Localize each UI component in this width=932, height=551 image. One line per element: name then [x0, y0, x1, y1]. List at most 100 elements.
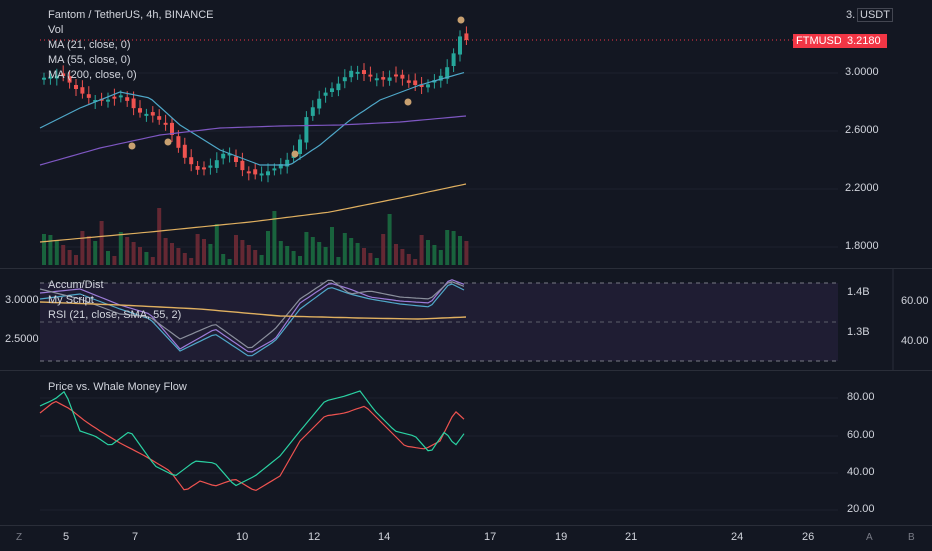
volume-bar — [336, 257, 341, 265]
candle-body — [406, 80, 411, 83]
volume-bar — [106, 251, 110, 265]
candle-body — [374, 78, 379, 81]
candle-body — [227, 153, 232, 156]
legend-whale-flow[interactable]: Price vs. Whale Money Flow — [48, 381, 187, 393]
volume-bar — [394, 244, 398, 265]
volume-bar — [451, 231, 456, 265]
signal-dot — [164, 138, 172, 146]
candle-body — [48, 76, 53, 79]
volume-bar — [253, 250, 258, 265]
volume-bar — [374, 258, 379, 265]
legend-rsi[interactable]: RSI (21, close, SMA, 55, 2) — [48, 309, 182, 321]
symbol-title[interactable]: Fantom / TetherUS, 4h, BINANCE — [48, 9, 214, 21]
signal-dot — [128, 142, 136, 150]
volume-bar — [80, 231, 85, 265]
volume-bar — [406, 254, 411, 265]
flow-tick: 60.00 — [847, 429, 875, 441]
volume-bar — [355, 243, 360, 265]
candle-body — [438, 75, 443, 81]
candle-body — [368, 74, 373, 77]
currency-selector[interactable]: USDT — [857, 8, 893, 22]
candle-body — [342, 77, 347, 82]
candle-body — [387, 77, 392, 81]
oscillator-pane[interactable]: Accum/Dist My Script RSI (21, close, SMA… — [0, 268, 932, 371]
time-label: 17 — [484, 531, 497, 543]
candle-body — [189, 157, 194, 165]
scale-mode-button[interactable]: B — [908, 532, 915, 543]
time-label: 7 — [132, 531, 139, 543]
legend-ma200[interactable]: MA (200, close, 0) — [48, 69, 137, 81]
volume-bar — [330, 227, 334, 265]
flow-tick: 80.00 — [847, 391, 875, 403]
candle-body — [208, 165, 213, 168]
legend-my-script[interactable]: My Script — [48, 294, 94, 306]
candle-body — [93, 100, 98, 102]
candle-body — [266, 171, 270, 176]
candle-body — [272, 168, 277, 171]
whale-flow-pane[interactable]: Price vs. Whale Money Flow 80.00 60.00 4… — [0, 370, 932, 526]
signal-dot — [291, 150, 299, 158]
price-tick: 2.2000 — [845, 182, 879, 194]
legend-accum-dist[interactable]: Accum/Dist — [48, 279, 104, 291]
ma21-line — [39, 72, 465, 166]
volume-bar — [445, 230, 450, 265]
volume-bar — [291, 251, 296, 265]
candle-body — [138, 108, 142, 113]
candle-body — [400, 74, 405, 79]
price-chart-pane[interactable]: Fantom / TetherUS, 4h, BINANCE Vol MA (2… — [0, 0, 932, 268]
candle-body — [234, 156, 238, 162]
price-legend: Fantom / TetherUS, 4h, BINANCE Vol MA (2… — [48, 8, 213, 83]
legend-ma21[interactable]: MA (21, close, 0) — [48, 39, 131, 51]
price-flow-line — [39, 400, 465, 492]
volume-bar — [176, 248, 181, 265]
candle-body — [163, 122, 168, 125]
candle-body — [426, 84, 430, 88]
legend-vol[interactable]: Vol — [48, 24, 64, 36]
volume-bar — [310, 237, 315, 265]
volume-bar — [266, 231, 270, 265]
candle-body — [221, 153, 226, 159]
whale-flow-chart[interactable] — [0, 371, 932, 526]
volume-bar — [240, 240, 245, 265]
legend-ma55[interactable]: MA (55, close, 0) — [48, 54, 131, 66]
candle-body — [349, 70, 354, 78]
time-label: 10 — [236, 531, 249, 543]
price-axis-top-partial: 3. — [846, 9, 856, 21]
candle-body — [253, 169, 258, 175]
rsi-line — [39, 279, 465, 349]
time-axis[interactable]: Z 5 7 10 12 14 17 19 21 24 26 A B — [0, 525, 932, 551]
rsi-tick: 40.00 — [901, 335, 929, 347]
zoom-button[interactable]: Z — [16, 532, 23, 543]
last-price-tag: 3.2180 — [841, 34, 887, 48]
auto-scale-button[interactable]: A — [866, 532, 873, 543]
volume-bar — [381, 234, 386, 265]
candle-body — [170, 122, 174, 135]
price-tick: 2.6000 — [845, 124, 879, 136]
volume-bar — [157, 208, 162, 265]
time-label: 5 — [63, 531, 70, 543]
volume-bar — [432, 245, 437, 265]
candle-body — [323, 92, 328, 96]
volume-bar — [202, 239, 206, 265]
volume-bar — [234, 235, 238, 265]
candle-body — [310, 107, 315, 116]
ma200-line — [39, 183, 467, 243]
volume-bar — [349, 238, 354, 265]
candle-body — [144, 113, 149, 116]
candle-body — [445, 67, 450, 79]
flow-tick: 40.00 — [847, 466, 875, 478]
price-chart[interactable] — [0, 0, 932, 268]
candle-body — [67, 76, 72, 83]
candle-body — [106, 99, 110, 102]
flow-legend: Price vs. Whale Money Flow — [48, 380, 187, 395]
candle-body — [304, 117, 309, 143]
oscillator-chart[interactable] — [0, 269, 932, 371]
candle-body — [285, 159, 290, 167]
candle-body — [394, 74, 398, 77]
volume-bar — [227, 259, 232, 265]
candle-body — [42, 77, 46, 80]
volume-bar — [278, 241, 283, 265]
volume-bar — [342, 233, 347, 265]
candle-body — [125, 97, 130, 101]
candle-body — [451, 53, 456, 66]
